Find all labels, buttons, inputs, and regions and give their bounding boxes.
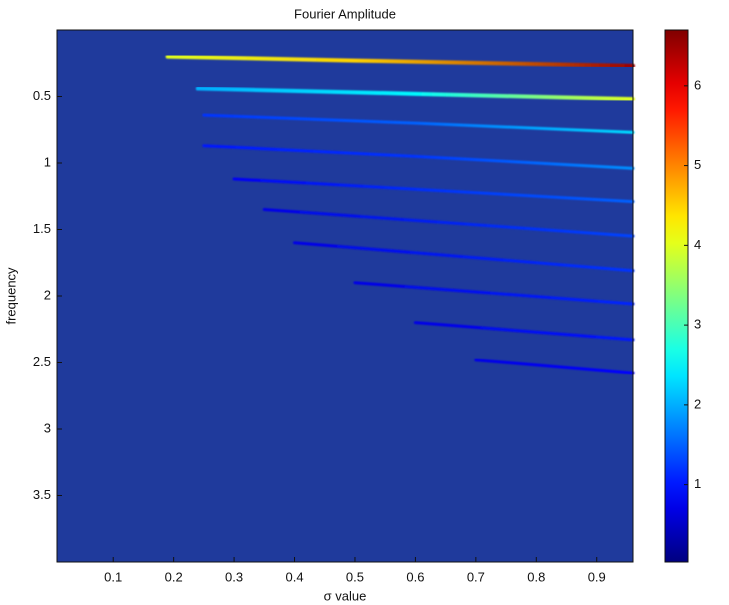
ridge (353, 281, 635, 306)
ridge (202, 144, 635, 170)
ridge (202, 113, 635, 134)
y-axis-label: frequency (3, 267, 18, 325)
x-tick-label: 0.3 (225, 569, 243, 584)
x-tick-label: 0.4 (285, 569, 303, 584)
colorbar-tick-label: 1 (694, 476, 701, 491)
ridge (165, 54, 635, 68)
y-tick-label: 3.5 (33, 487, 51, 502)
colorbar-tick-label: 2 (694, 396, 701, 411)
y-tick-label: 2 (44, 287, 51, 302)
x-tick-label: 0.2 (165, 569, 183, 584)
x-axis-label: σ value (324, 588, 367, 603)
y-tick-label: 2.5 (33, 354, 51, 369)
x-tick-label: 0.8 (527, 569, 545, 584)
chart-title: Fourier Amplitude (294, 6, 396, 21)
ridge (474, 358, 635, 375)
ridge (262, 208, 635, 238)
y-tick-label: 1 (44, 154, 51, 169)
colorbar-tick-label: 5 (694, 157, 701, 172)
x-tick-label: 0.5 (346, 569, 364, 584)
ridge (413, 321, 635, 342)
x-tick-label: 0.9 (588, 569, 606, 584)
y-tick-label: 0.5 (33, 88, 51, 103)
ridge (195, 86, 635, 102)
x-tick-label: 0.6 (406, 569, 424, 584)
ridge (293, 241, 635, 273)
colorbar-tick-label: 6 (694, 77, 701, 92)
colorbar-tick-label: 4 (694, 237, 701, 252)
y-tick-label: 3 (44, 420, 51, 435)
y-tick-label: 1.5 (33, 221, 51, 236)
ridge (232, 177, 635, 204)
colorbar (664, 29, 689, 563)
x-tick-label: 0.1 (104, 569, 122, 584)
colorbar-tick-label: 3 (694, 317, 701, 332)
x-tick-label: 0.7 (467, 569, 485, 584)
